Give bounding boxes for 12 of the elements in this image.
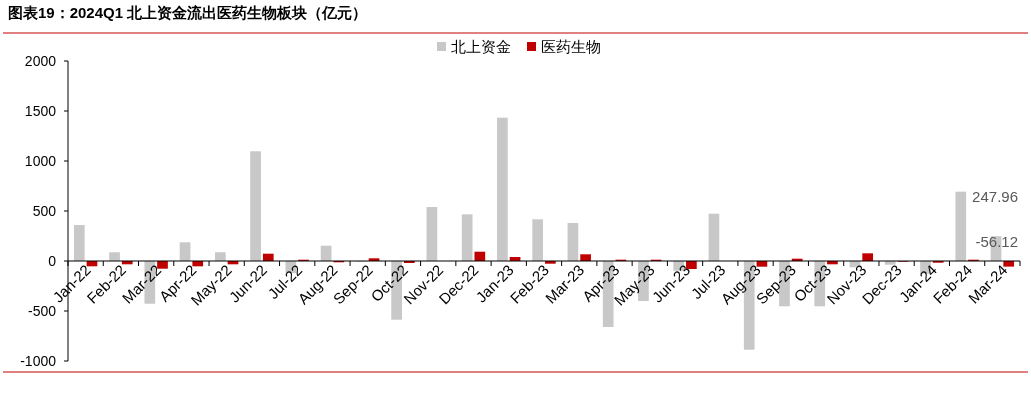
y-tick-label: 1000: [24, 153, 57, 169]
chart-title: 图表19：2024Q1 北上资金流出医药生物板块（亿元）: [8, 4, 368, 21]
y-tick-label: -500: [27, 303, 57, 319]
y-tick-label: -1000: [20, 353, 57, 369]
y-tick-label: 500: [32, 203, 57, 219]
y-tick-label: 2000: [24, 53, 57, 69]
legend-label: 医药生物: [541, 38, 601, 55]
legend-label: 北上资金: [451, 38, 511, 55]
data-label: 247.96: [972, 188, 1018, 206]
y-tick-label: 0: [48, 253, 57, 269]
data-label: -56.12: [975, 233, 1018, 250]
y-tick-label: 1500: [24, 103, 57, 119]
